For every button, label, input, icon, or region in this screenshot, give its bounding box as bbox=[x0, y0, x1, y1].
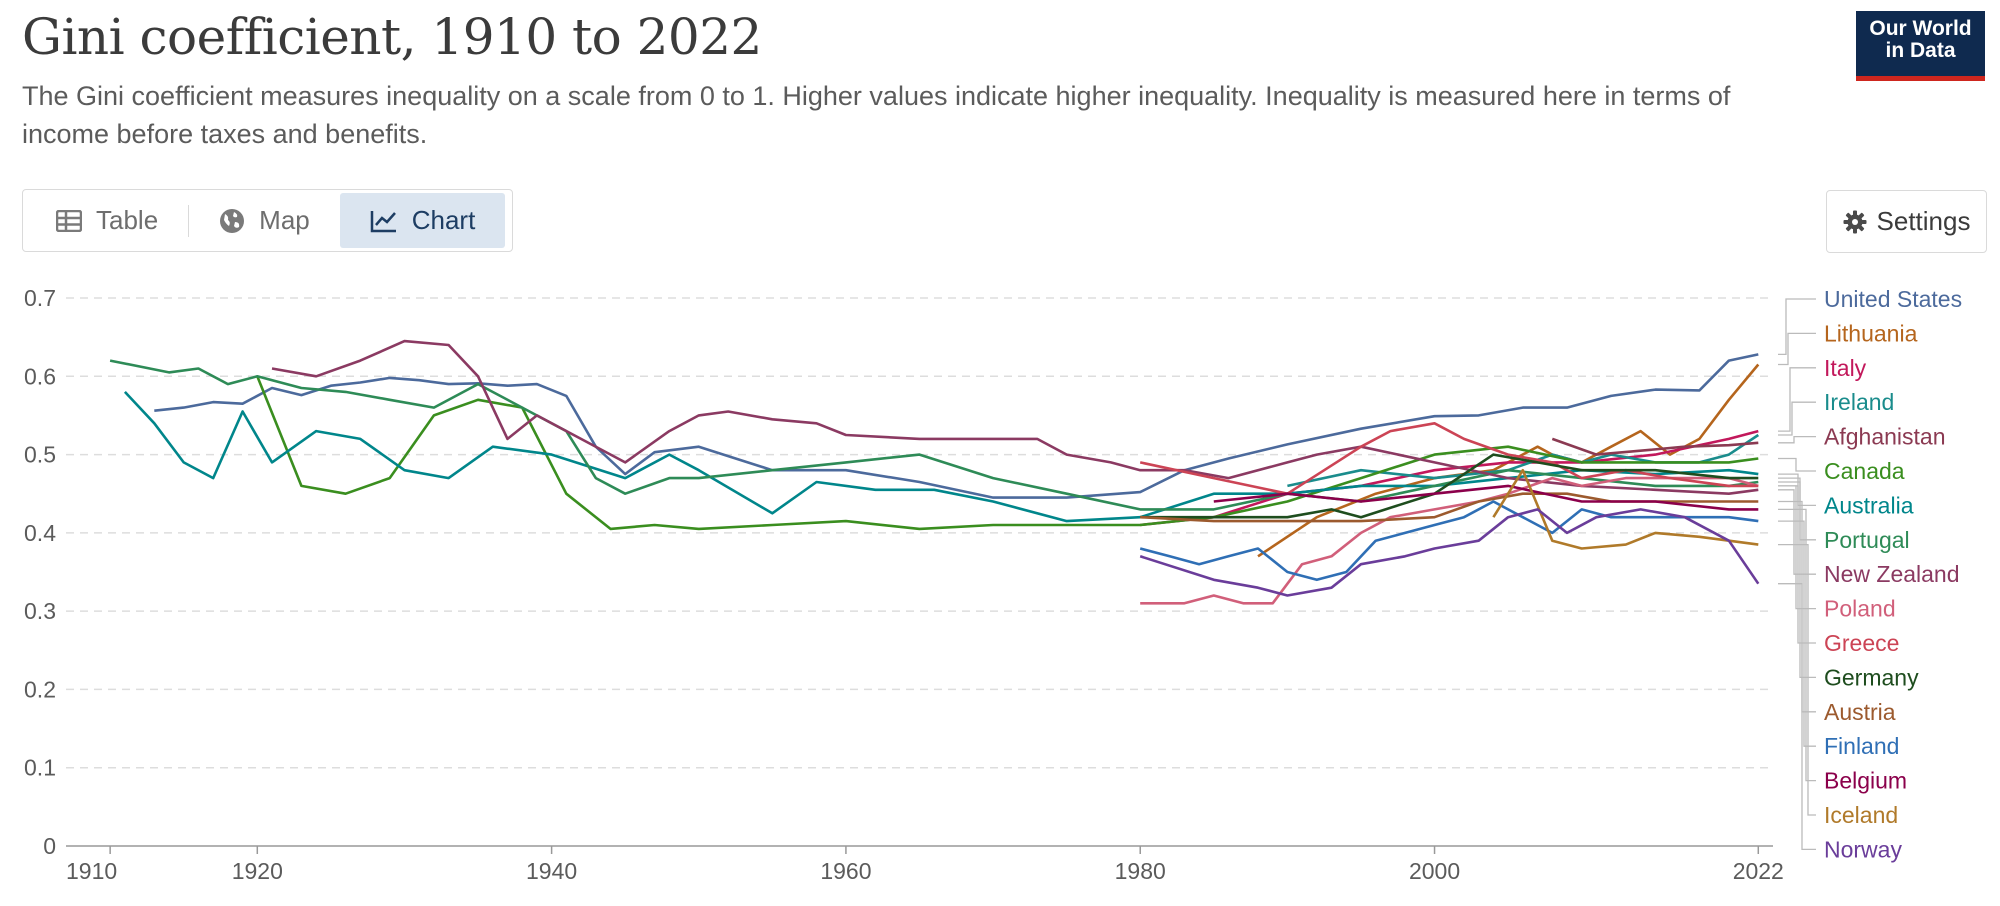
y-tick-label: 0.6 bbox=[24, 363, 56, 389]
x-tick-label: 1920 bbox=[232, 858, 283, 884]
legend-label[interactable]: Finland bbox=[1824, 733, 1899, 759]
legend-connector bbox=[1778, 485, 1816, 644]
line-chart-icon bbox=[370, 210, 396, 232]
series-line[interactable] bbox=[1140, 492, 1759, 523]
y-tick-label: 0.5 bbox=[24, 442, 56, 468]
x-tick-label: 1940 bbox=[526, 858, 577, 884]
legend-label[interactable]: United States bbox=[1824, 286, 1962, 312]
legend-connector bbox=[1778, 520, 1816, 747]
y-tick-label: 0.2 bbox=[24, 676, 56, 702]
legend-connector bbox=[1778, 367, 1816, 432]
chart-title: Gini coefficient, 1910 to 2022 bbox=[22, 8, 762, 66]
legend-connector bbox=[1778, 481, 1816, 541]
tab-table[interactable]: Table bbox=[26, 193, 188, 248]
chart-subtitle: The Gini coefficient measures inequality… bbox=[22, 81, 1731, 149]
view-tabs: Table Map Chart bbox=[22, 189, 513, 252]
globe-icon bbox=[220, 208, 245, 233]
legend-label[interactable]: Poland bbox=[1824, 596, 1896, 622]
chart-legend: United States Lithuania Italy Ireland Afghan… bbox=[1778, 286, 1962, 862]
legend-label[interactable]: Norway bbox=[1824, 836, 1902, 862]
legend-label[interactable]: Iceland bbox=[1824, 802, 1898, 828]
table-icon bbox=[56, 209, 82, 232]
x-tick-label: 1960 bbox=[820, 858, 871, 884]
line-chart: 0 0.1 0.2 0.3 0.4 0.5 0.6 0.7 1910 1920 1940 1960 19… bbox=[24, 285, 1962, 884]
legend-label[interactable]: Italy bbox=[1824, 355, 1867, 381]
logo-line-2: in Data bbox=[1885, 39, 1956, 62]
legend-connector bbox=[1778, 332, 1816, 366]
legend-label[interactable]: Australia bbox=[1824, 492, 1914, 518]
series-line[interactable] bbox=[1492, 468, 1759, 550]
series-line[interactable] bbox=[1140, 476, 1759, 605]
legend-connector bbox=[1778, 500, 1816, 713]
owid-logo[interactable]: Our World in Data bbox=[1856, 11, 1985, 81]
legend-label[interactable]: Belgium bbox=[1824, 768, 1907, 794]
legend-connector bbox=[1778, 583, 1816, 851]
y-tick-label: 0 bbox=[43, 833, 56, 859]
tab-chart-label: Chart bbox=[411, 205, 476, 235]
legend-label[interactable]: Germany bbox=[1824, 664, 1919, 690]
legend-connector bbox=[1778, 435, 1816, 444]
legend-connector bbox=[1778, 489, 1816, 575]
x-tick-label: 2022 bbox=[1733, 858, 1784, 884]
series-line[interactable] bbox=[154, 353, 1759, 499]
series-line[interactable] bbox=[256, 375, 1759, 531]
y-tick-label: 0.3 bbox=[24, 598, 56, 624]
settings-label: Settings bbox=[1876, 206, 1971, 236]
legend-connector bbox=[1778, 477, 1816, 679]
tab-table-label: Table bbox=[96, 205, 159, 235]
tab-map-label: Map bbox=[259, 205, 310, 235]
legend-connector bbox=[1778, 508, 1816, 782]
y-tick-label: 0.1 bbox=[24, 755, 56, 781]
legend-label[interactable]: Austria bbox=[1824, 699, 1896, 725]
chart-axes: 0 0.1 0.2 0.3 0.4 0.5 0.6 0.7 1910 1920 1940 1960 19… bbox=[24, 285, 1784, 884]
series-line[interactable] bbox=[1551, 437, 1759, 456]
series-line[interactable] bbox=[271, 339, 1759, 495]
x-tick-label: 1910 bbox=[66, 858, 117, 884]
series-line[interactable] bbox=[1257, 363, 1760, 558]
series-line[interactable] bbox=[1213, 484, 1759, 511]
series-line[interactable] bbox=[1139, 422, 1759, 495]
tab-map[interactable]: Map bbox=[189, 193, 340, 248]
logo-line-1: Our World bbox=[1869, 17, 1972, 40]
series-line[interactable] bbox=[109, 359, 1759, 511]
chart-series bbox=[109, 339, 1760, 605]
legend-label[interactable]: New Zealand bbox=[1824, 561, 1960, 587]
legend-label[interactable]: Ireland bbox=[1824, 389, 1894, 415]
y-tick-label: 0.7 bbox=[24, 285, 56, 311]
legend-label[interactable]: Greece bbox=[1824, 630, 1899, 656]
gear-icon bbox=[1843, 210, 1867, 233]
x-tick-label: 1980 bbox=[1115, 858, 1166, 884]
legend-label[interactable]: Lithuania bbox=[1824, 320, 1918, 346]
x-tick-label: 2000 bbox=[1409, 858, 1460, 884]
legend-label[interactable]: Canada bbox=[1824, 458, 1905, 484]
legend-connector bbox=[1778, 485, 1816, 610]
settings-button[interactable]: Settings bbox=[1826, 190, 1987, 253]
tab-divider bbox=[188, 204, 190, 237]
y-tick-label: 0.4 bbox=[24, 520, 56, 546]
legend-connector bbox=[1778, 401, 1816, 436]
series-line[interactable] bbox=[1139, 508, 1760, 597]
tab-chart[interactable]: Chart bbox=[339, 193, 506, 248]
legend-label[interactable]: Portugal bbox=[1824, 527, 1910, 553]
legend-connector bbox=[1778, 543, 1816, 816]
chart-grid bbox=[66, 297, 1773, 769]
legend-connector bbox=[1778, 298, 1816, 356]
legend-label[interactable]: Afghanistan bbox=[1824, 424, 1945, 450]
legend-connector bbox=[1778, 457, 1816, 472]
series-line[interactable] bbox=[1140, 453, 1759, 519]
